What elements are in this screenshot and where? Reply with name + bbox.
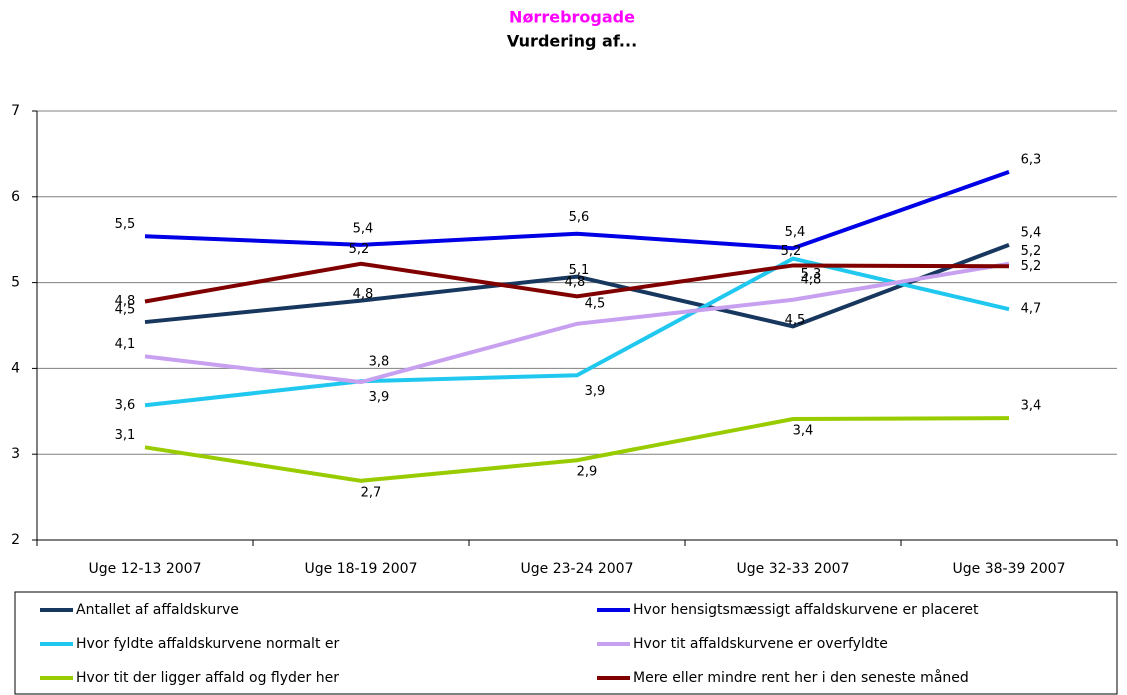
value-label: 4,5 [585, 296, 606, 311]
series-line [144, 170, 1010, 251]
value-label: 4,1 [115, 337, 136, 352]
legend-box [14, 591, 1118, 695]
x-tick-label: Uge 12-13 2007 [89, 561, 202, 577]
y-tick-label: 5 [11, 275, 20, 291]
value-label: 2,7 [361, 485, 382, 500]
value-label: 5,2 [349, 242, 370, 257]
y-tick-label: 6 [11, 189, 20, 205]
y-tick-label: 2 [11, 532, 20, 548]
x-tick-label: Uge 18-19 2007 [305, 561, 418, 577]
value-label: 5,4 [1021, 225, 1042, 240]
value-label: 3,4 [1021, 399, 1042, 414]
value-label: 5,5 [115, 217, 136, 232]
legend-label: Hvor tit affaldskurvene er overfyldte [633, 636, 888, 652]
series-line [144, 261, 1010, 385]
y-tick-label: 3 [11, 446, 20, 462]
value-label: 5,3 [801, 267, 822, 282]
value-label: 4,8 [565, 275, 586, 290]
series-line [144, 242, 1010, 329]
value-label: 5,1 [569, 263, 590, 278]
value-label: 5,2 [781, 244, 802, 259]
value-label: 3,9 [369, 390, 390, 405]
legend-label: Hvor hensigtsmæssigt affaldskurvene er p… [633, 602, 979, 618]
value-label: 3,4 [793, 424, 814, 439]
value-label: 5,2 [1021, 259, 1042, 274]
legend-label: Hvor tit der ligger affald og flyder her [76, 670, 339, 686]
value-label: 5,4 [785, 225, 806, 240]
value-label: 4,7 [1021, 302, 1042, 317]
series-line [144, 261, 1010, 304]
chart-subtitle: Vurdering af... [507, 32, 637, 51]
chart-title: Nørrebrogade [509, 8, 635, 27]
value-label: 3,6 [115, 398, 136, 413]
value-label: 5,4 [353, 221, 374, 236]
value-label: 4,8 [801, 272, 822, 287]
value-label: 5,6 [569, 210, 590, 225]
value-label: 4,5 [115, 303, 136, 318]
y-tick-label: 4 [11, 360, 20, 376]
series-line [144, 416, 1010, 483]
x-tick-label: Uge 23-24 2007 [521, 561, 634, 577]
value-label: 2,9 [577, 465, 598, 480]
value-label: 3,9 [585, 384, 606, 399]
value-label: 6,3 [1021, 152, 1042, 167]
legend-label: Hvor fyldte affaldskurvene normalt er [76, 636, 340, 652]
value-label: 3,8 [369, 355, 390, 370]
series-line [144, 256, 1010, 408]
value-label: 4,8 [353, 287, 374, 302]
value-label: 3,1 [115, 428, 136, 443]
value-label: 4,5 [785, 313, 806, 328]
x-tick-label: Uge 32-33 2007 [737, 561, 850, 577]
value-label: 4,8 [115, 294, 136, 309]
legend-label: Mere eller mindre rent her i den seneste… [633, 669, 969, 686]
y-tick-label: 7 [11, 103, 20, 119]
x-tick-label: Uge 38-39 2007 [953, 561, 1066, 577]
value-label: 5,2 [1021, 244, 1042, 259]
legend-label: Antallet af affaldskurve [76, 602, 239, 618]
